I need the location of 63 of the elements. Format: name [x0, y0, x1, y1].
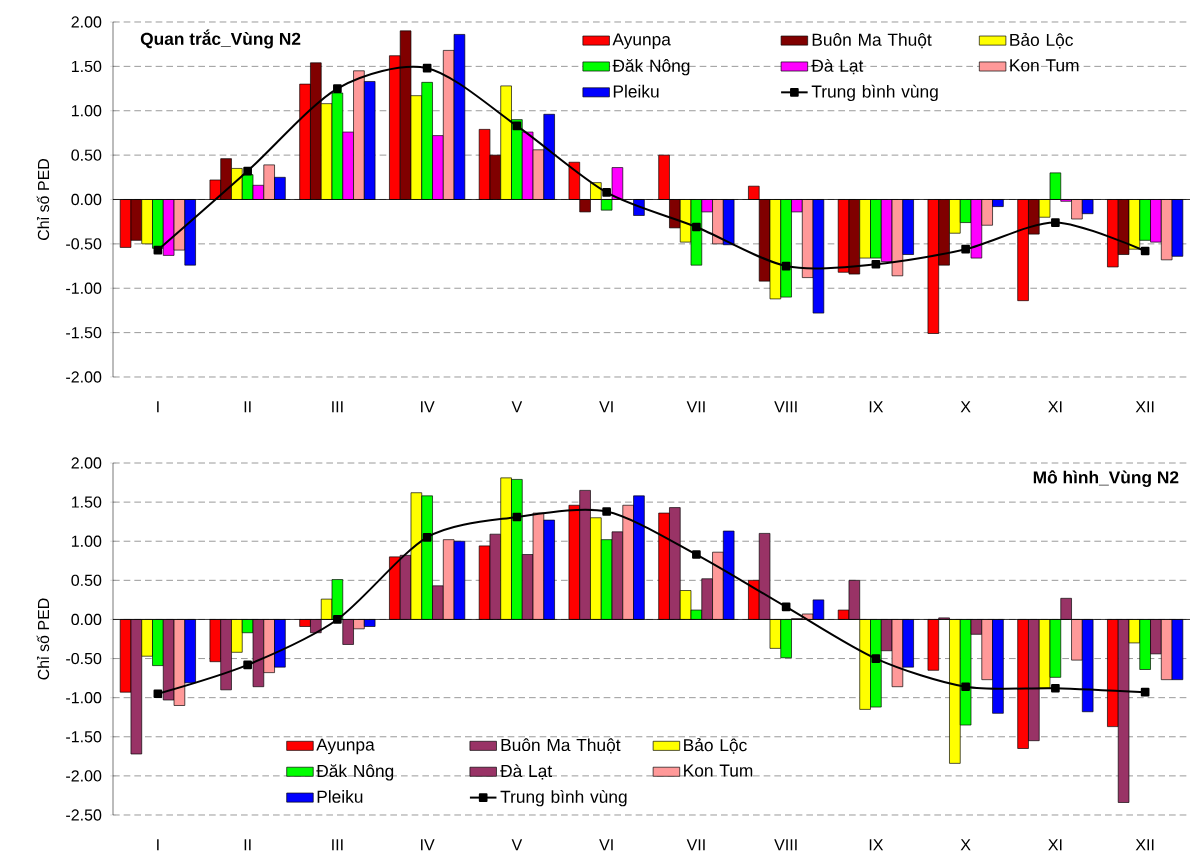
- legend-label: Buôn Ma Thuột: [812, 33, 932, 49]
- y-tick-label: -1.50: [66, 731, 102, 743]
- x-tick-label: IX: [869, 839, 884, 851]
- legend-label: Đà Lạt: [500, 764, 553, 780]
- legend-label: Trung bình vùng: [811, 84, 938, 102]
- legend-label: Đăk Nông: [612, 58, 690, 76]
- legend-label: Đăk Nông: [316, 764, 394, 781]
- y-tick-label: -0.50: [66, 238, 102, 250]
- x-tick-label: V: [511, 401, 523, 413]
- chart-title: Mô hình_Vùng N2: [1033, 470, 1179, 487]
- y-tick-label: 1.00: [71, 105, 102, 117]
- x-tick-label: IV: [421, 839, 435, 851]
- y-tick-label: 2.00: [71, 457, 102, 469]
- legend-label: Đà Lạt: [811, 58, 864, 75]
- x-tick-label: XII: [1135, 839, 1154, 851]
- y-axis-title: Chỉ số PED: [36, 598, 50, 680]
- legend-label: Trung bình vùng: [500, 790, 627, 807]
- x-tick-label: VI: [599, 401, 613, 413]
- legend-label: Kon Tum: [684, 764, 753, 777]
- x-tick-label: VI: [599, 839, 613, 851]
- y-tick-label: 1.00: [71, 535, 102, 547]
- y-tick-label: 0.50: [71, 149, 102, 161]
- legend-label: Bảo Lộc: [1010, 32, 1073, 49]
- legend-label: Pleiku: [613, 84, 659, 98]
- y-axis-title: Chỉ số PED: [36, 158, 50, 241]
- x-tick-label: XI: [1048, 401, 1062, 413]
- y-tick-label: 0.50: [71, 574, 102, 586]
- legend-label: Ayunpa: [316, 738, 375, 755]
- x-tick-label: VII: [686, 401, 705, 413]
- x-tick-label: XII: [1135, 401, 1154, 413]
- x-tick-label: II: [244, 839, 251, 851]
- legend-label: Ayunpa: [612, 33, 671, 49]
- y-tick-label: -2.00: [66, 770, 102, 782]
- y-tick-label: -1.00: [66, 692, 102, 704]
- legend-label: Buôn Ma Thuột: [501, 738, 621, 754]
- x-tick-label: VII: [686, 839, 705, 851]
- x-tick-label: III: [332, 401, 343, 413]
- y-tick-label: -2.50: [66, 809, 102, 821]
- x-tick-label: V: [511, 839, 523, 851]
- x-tick-label: X: [960, 401, 971, 413]
- x-tick-label: VIII: [774, 401, 797, 413]
- y-tick-label: 2.00: [71, 16, 102, 28]
- y-tick-label: -1.50: [66, 326, 102, 339]
- x-tick-label: XI: [1048, 839, 1062, 851]
- x-tick-label: IV: [421, 401, 435, 413]
- chart-title: Quan trắc_Vùng N2: [140, 29, 301, 49]
- x-tick-label: VIII: [774, 839, 797, 851]
- x-tick-label: IX: [869, 401, 884, 413]
- y-tick-label: -1.00: [66, 282, 102, 294]
- x-tick-label: I: [157, 839, 159, 851]
- x-tick-label: III: [332, 839, 343, 851]
- y-tick-label: -2.00: [66, 371, 102, 383]
- x-tick-label: X: [960, 839, 971, 851]
- y-tick-label: 1.50: [71, 60, 102, 73]
- x-tick-label: I: [157, 401, 159, 413]
- legend-label: Kon Tum: [1010, 59, 1079, 72]
- y-tick-label: -0.50: [66, 652, 102, 665]
- y-tick-label: 0.00: [71, 193, 102, 206]
- legend-label: Pleiku: [317, 790, 363, 803]
- x-tick-label: II: [244, 401, 251, 413]
- y-tick-label: 1.50: [71, 496, 102, 508]
- y-tick-label: 0.00: [71, 613, 102, 626]
- legend-label: Bảo Lộc: [684, 738, 747, 754]
